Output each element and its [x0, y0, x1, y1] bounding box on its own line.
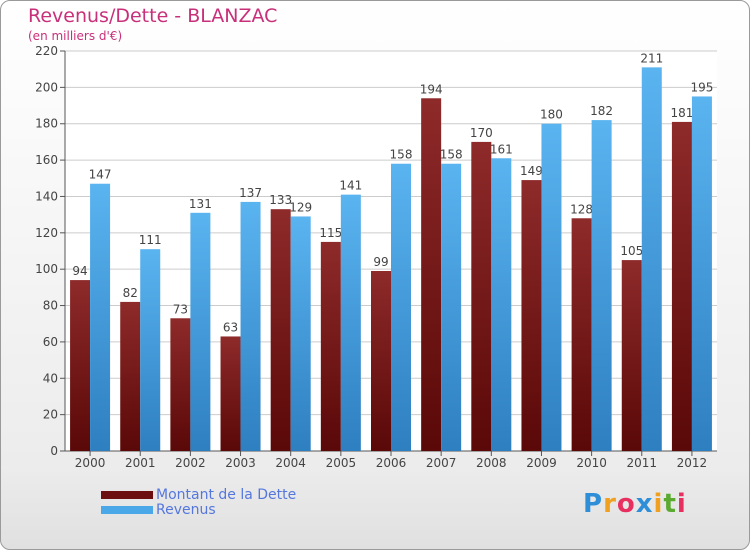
x-tick-label: 2008	[476, 456, 507, 470]
x-tick-label: 2004	[275, 456, 306, 470]
y-tick-label: 180	[35, 117, 58, 131]
bar-debt	[571, 218, 592, 451]
data-label-debt: 94	[72, 264, 87, 278]
legend-swatch-debt	[101, 490, 153, 499]
logo-letter: t	[663, 489, 677, 519]
x-tick-label: 2005	[326, 456, 357, 470]
bar-debt	[371, 271, 391, 451]
data-label-debt: 149	[520, 164, 543, 178]
data-label-revenus: 195	[690, 80, 713, 94]
y-tick-label: 40	[43, 371, 58, 385]
bar-debt	[421, 98, 442, 451]
y-tick-label: 0	[50, 444, 58, 458]
legend-swatch-revenus	[101, 505, 153, 514]
y-tick-label: 120	[35, 226, 58, 240]
x-tick-label: 2002	[175, 456, 206, 470]
data-label-revenus: 180	[540, 108, 563, 122]
bar-revenus	[90, 183, 111, 451]
legend-item-revenus: Revenus	[101, 501, 296, 518]
x-tick-label: 2010	[576, 456, 607, 470]
x-tick-label: 2003	[225, 456, 256, 470]
data-label-debt: 181	[670, 106, 693, 120]
bar-revenus	[140, 249, 161, 451]
legend-label-revenus: Revenus	[156, 501, 216, 518]
bar-revenus	[240, 201, 261, 451]
legend: Montant de la Dette Revenus	[101, 486, 297, 518]
y-tick-label: 60	[43, 335, 58, 349]
data-label-debt: 63	[223, 320, 238, 334]
bar-debt	[70, 280, 91, 451]
x-tick-label: 2000	[75, 456, 106, 470]
data-label-debt: 128	[570, 202, 593, 216]
bar-revenus	[391, 163, 411, 451]
x-tick-label: 2006	[376, 456, 407, 470]
bar-debt	[270, 209, 291, 451]
logo-letter: x	[635, 489, 654, 519]
y-tick-label: 100	[35, 262, 58, 276]
data-label-revenus: 161	[490, 142, 513, 156]
x-tick-label: 2001	[125, 456, 156, 470]
bar-revenus	[591, 120, 612, 451]
bar-debt	[471, 141, 492, 451]
x-tick-label: 2011	[626, 456, 657, 470]
y-tick-label: 220	[35, 44, 58, 58]
bar-debt	[120, 301, 141, 451]
data-label-revenus: 137	[239, 186, 262, 200]
bar-debt	[320, 241, 341, 451]
bar-revenus	[290, 216, 311, 451]
legend-item-debt: Montant de la Dette	[101, 486, 297, 503]
bar-debt	[621, 260, 642, 451]
bar-revenus	[491, 158, 512, 452]
data-label-revenus: 158	[440, 148, 463, 162]
data-label-revenus: 111	[139, 233, 162, 247]
data-label-revenus: 158	[390, 148, 413, 162]
data-label-revenus: 147	[89, 168, 112, 182]
y-tick-label: 80	[43, 299, 58, 313]
data-label-debt: 115	[319, 226, 342, 240]
logo-letter: i	[653, 489, 664, 519]
bar-revenus	[340, 194, 361, 452]
x-tick-label: 2009	[526, 456, 557, 470]
data-label-debt: 105	[620, 244, 643, 258]
data-label-revenus: 211	[640, 51, 663, 65]
bar-revenus	[441, 163, 462, 451]
data-label-debt: 194	[420, 82, 443, 96]
x-tick-label: 2012	[677, 456, 708, 470]
data-label-debt: 73	[173, 302, 188, 316]
bar-debt	[220, 336, 241, 451]
logo-letter: P	[583, 489, 604, 519]
bar-revenus	[541, 123, 562, 452]
data-label-revenus: 131	[189, 197, 212, 211]
data-label-debt: 170	[470, 126, 493, 140]
x-tick-label: 2007	[426, 456, 457, 470]
chart-subtitle: (en milliers d'€)	[28, 29, 123, 43]
y-tick-label: 160	[35, 153, 58, 167]
legend-label-debt: Montant de la Dette	[156, 486, 297, 503]
data-label-revenus: 129	[289, 200, 312, 214]
y-tick-label: 20	[43, 408, 58, 422]
chart-title: Revenus/Dette - BLANZAC	[28, 5, 278, 27]
data-label-debt: 82	[123, 286, 138, 300]
data-label-debt: 99	[373, 255, 388, 269]
bar-debt	[170, 318, 191, 451]
y-tick-label: 140	[35, 189, 58, 203]
data-label-debt: 133	[269, 193, 292, 207]
logo-letter: r	[603, 489, 617, 519]
y-tick-label: 200	[35, 80, 58, 94]
logo-letter: i	[676, 489, 687, 519]
data-label-revenus: 182	[590, 104, 613, 118]
logo-letter: o	[616, 489, 636, 519]
bar-revenus	[691, 96, 712, 452]
bar-debt	[671, 121, 692, 451]
bar-revenus	[641, 67, 662, 451]
bar-revenus	[190, 212, 211, 451]
data-label-revenus: 141	[339, 179, 362, 193]
proxiti-logo: Proxiti	[583, 489, 687, 519]
bar-debt	[521, 180, 542, 451]
